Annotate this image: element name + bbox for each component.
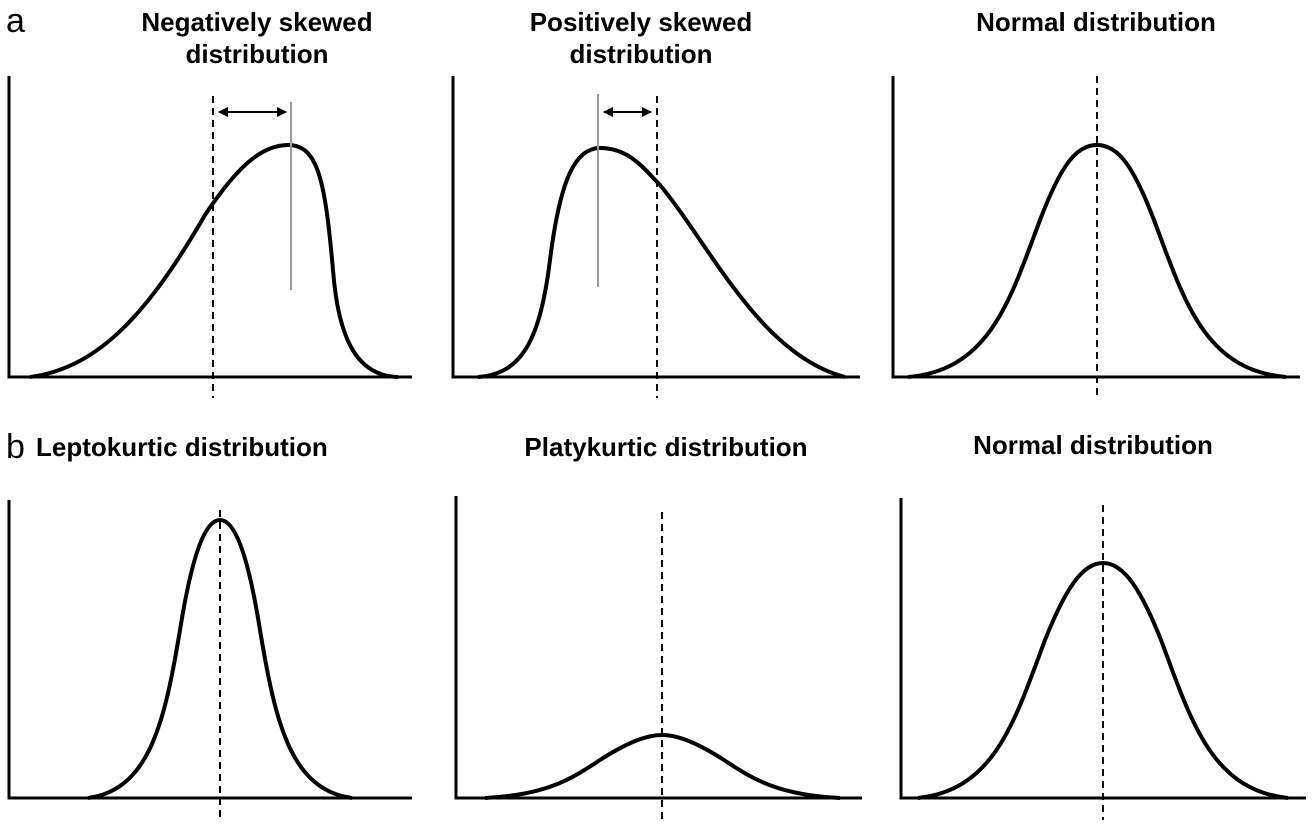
title-leptokurtic: Leptokurtic distribution (36, 432, 328, 462)
axes (7, 76, 412, 379)
title-negatively-skewed: Negatively skewed distribution (92, 6, 422, 70)
title-negatively-skewed-line1: Negatively skewed (141, 7, 373, 37)
plot-positively-skewed (451, 76, 860, 398)
plot-negatively-skewed (7, 76, 412, 398)
title-platykurtic: Platykurtic distribution (524, 432, 808, 462)
distribution-curve (29, 143, 399, 379)
title-positively-skewed: Positively skewed distribution (476, 6, 806, 70)
panel-letter-b: b (6, 428, 25, 466)
title-normal-a: Normal distribution (976, 7, 1216, 37)
distribution-curve (917, 561, 1289, 800)
plot-normal-a (891, 76, 1300, 398)
plot-normal-b (899, 498, 1306, 820)
panel-letter-a: a (6, 2, 25, 40)
axes (899, 498, 1306, 800)
axes (891, 76, 1300, 379)
distribution-curve (907, 143, 1287, 379)
axes (7, 500, 412, 800)
plot-leptokurtic (7, 500, 412, 820)
title-positively-skewed-line1: Positively skewed (529, 7, 753, 37)
title-normal-b: Normal distribution (973, 430, 1213, 460)
title-positively-skewed-line2: distribution (569, 39, 713, 69)
title-negatively-skewed-line2: distribution (185, 39, 329, 69)
plot-platykurtic (454, 496, 862, 820)
distribution-curve (477, 146, 846, 379)
axes (451, 76, 860, 379)
axes (454, 496, 862, 800)
distribution-curve (87, 518, 353, 800)
